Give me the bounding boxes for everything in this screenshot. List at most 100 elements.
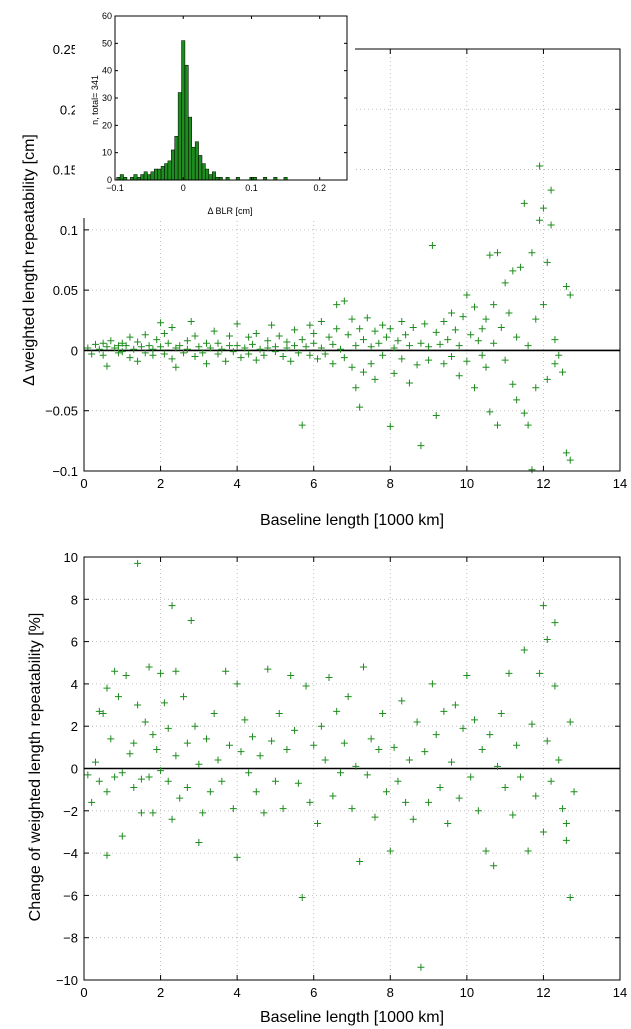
bottom-plot-point [570, 788, 578, 796]
bottom-plot-point [363, 771, 371, 779]
bottom-plot-ytick-label: 10 [64, 550, 78, 565]
bottom-plot-point [225, 741, 233, 749]
bottom-plot-point [279, 805, 287, 813]
bottom-plot-point [91, 758, 99, 766]
top-plot-point [463, 357, 471, 365]
top-plot-point [275, 332, 283, 340]
top-plot-point [425, 356, 433, 364]
top-plot-point [225, 342, 233, 350]
bottom-plot-point [275, 710, 283, 718]
top-plot-point [352, 342, 360, 350]
top-plot-point [206, 344, 214, 352]
bottom-plot-point [164, 777, 172, 785]
top-plot-point [478, 325, 486, 333]
bottom-plot-point [126, 750, 134, 758]
inset-bar [157, 168, 162, 181]
bottom-plot-point [375, 745, 383, 753]
top-plot-point [352, 384, 360, 392]
top-plot-point [99, 351, 107, 359]
top-plot-point [490, 301, 498, 309]
top-plot-point [88, 350, 96, 358]
top-plot-point [566, 456, 574, 464]
top-plot-point [448, 352, 456, 360]
bottom-plot-point [95, 707, 103, 715]
top-plot-point [164, 339, 172, 347]
inset-xlabel: Δ BLR [cm] [207, 206, 252, 216]
bottom-plot-point [340, 739, 348, 747]
bottom-plot-point [325, 674, 333, 682]
bottom-plot-point [271, 777, 279, 785]
top-plot-xtick-label: 4 [234, 476, 241, 491]
bottom-plot-point [298, 894, 306, 902]
top-plot-point [268, 321, 276, 329]
top-plot-point [386, 422, 394, 430]
top-plot-point [191, 352, 199, 360]
top-plot-point [363, 314, 371, 322]
top-plot-point [425, 343, 433, 351]
top-plot-point [432, 412, 440, 420]
inset-xtick-label: 0.2 [313, 183, 326, 193]
top-plot-point [118, 339, 126, 347]
top-plot-point [294, 349, 302, 357]
bottom-plot-ytick-label: 2 [71, 719, 78, 734]
top-plot-point [513, 396, 521, 404]
top-plot-point [195, 343, 203, 351]
top-plot-xtick-label: 0 [80, 476, 87, 491]
top-plot-xtick-label: 8 [387, 476, 394, 491]
top-plot-point [103, 343, 111, 351]
bottom-plot-point [99, 710, 107, 718]
inset-bar [167, 160, 172, 181]
top-plot-point [432, 328, 440, 336]
bottom-plot-point [413, 718, 421, 726]
top-plot-point [225, 332, 233, 340]
top-plot-point [516, 263, 524, 271]
bottom-plot-point [287, 671, 295, 679]
bottom-plot-point [233, 853, 241, 861]
inset-bar [164, 163, 169, 181]
top-plot-point [252, 330, 260, 338]
top-plot-point [505, 309, 513, 317]
bottom-plot-point [111, 667, 119, 675]
bottom-plot-point [157, 669, 165, 677]
bottom-plot-point [157, 767, 165, 775]
top-plot-point [356, 403, 364, 411]
bottom-plot-point [555, 756, 563, 764]
top-plot-point [448, 309, 456, 317]
inset-bar [140, 174, 145, 181]
top-plot-point [398, 317, 406, 325]
top-plot-point [306, 351, 314, 359]
bottom-plot-point [520, 646, 528, 654]
inset-bar [177, 92, 182, 181]
top-plot-point [478, 351, 486, 359]
bottom-plot-point [291, 726, 299, 734]
bottom-plot-point [348, 805, 356, 813]
bottom-plot-point [210, 710, 218, 718]
bottom-plot-point [229, 805, 237, 813]
bottom-plot-point [543, 635, 551, 643]
bottom-plot-point [428, 680, 436, 688]
bottom-plot-point [103, 684, 111, 692]
top-plot-point [333, 301, 341, 309]
top-plot-point [356, 325, 364, 333]
bottom-plot-point [191, 722, 199, 730]
bottom-plot-point [195, 760, 203, 768]
top-plot-point [291, 326, 299, 334]
bottom-plot-point [432, 731, 440, 739]
top-plot-point [157, 343, 165, 351]
bottom-plot-point [160, 699, 168, 707]
top-plot-ytick-label: 0.05 [53, 283, 78, 298]
bottom-plot-point [187, 616, 195, 624]
top-plot-xlabel: Baseline length [1000 km] [260, 512, 444, 529]
bottom-plot-point [513, 741, 521, 749]
bottom-plot-ytick-label: −8 [63, 931, 78, 946]
top-plot-point [451, 326, 459, 334]
bottom-plot-xtick-label: 14 [613, 985, 627, 1000]
inset-bar [160, 166, 165, 181]
top-plot-point [367, 343, 375, 351]
top-plot-point [99, 339, 107, 347]
bottom-plot-point [547, 777, 555, 785]
top-plot-point [252, 356, 260, 364]
top-plot-point [233, 320, 241, 328]
top-plot-point [114, 342, 122, 350]
